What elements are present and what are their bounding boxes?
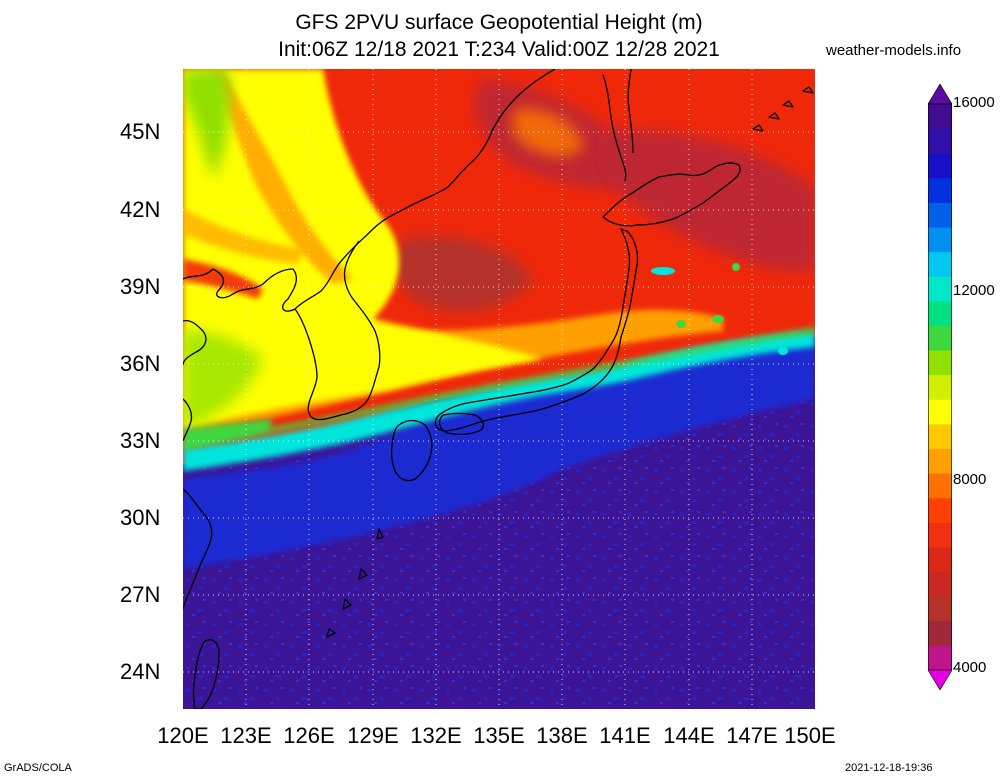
- colorbar-label-16000: 16000: [953, 94, 995, 111]
- footer-software: GrADS/COLA: [4, 762, 72, 774]
- colorbar-segment: [928, 399, 952, 425]
- colorbar-segment: [928, 276, 952, 302]
- field-orange-stripe-2: [183, 209, 303, 264]
- colorbar-canvas: [928, 84, 952, 690]
- lat-label-45n: 45N: [120, 119, 161, 144]
- field-dark-red-east: [605, 129, 815, 271]
- map-title: GFS 2PVU surface Geopotential Height (m): [295, 11, 703, 34]
- colorbar-segment: [928, 645, 952, 671]
- field-cyan-spot-4: [732, 263, 740, 271]
- colorbar-segment: [928, 423, 952, 450]
- field-cyan-spot-3: [712, 315, 724, 323]
- colorbar-label-8000: 8000: [953, 471, 987, 488]
- field-cyan-spot-1: [651, 267, 675, 275]
- lat-label-27n: 27N: [120, 582, 161, 607]
- colorbar-segment: [928, 177, 952, 203]
- lon-label-129e: 129E: [347, 723, 399, 748]
- colorbar-segment: [928, 473, 952, 499]
- colorbar-segment: [928, 596, 952, 622]
- field-yellow: [183, 69, 543, 429]
- colorbar-segment: [928, 497, 952, 523]
- colorbar-max-triangle: [928, 84, 952, 105]
- colorbar: [928, 84, 952, 690]
- lat-label-24n: 24N: [120, 659, 161, 684]
- colorbar-segment: [928, 522, 952, 548]
- colorbar-segment: [928, 202, 952, 228]
- field-green-edge: [183, 327, 815, 449]
- colorbar-min-triangle: [928, 669, 952, 690]
- lon-label-147e: 147E: [726, 723, 778, 748]
- lon-label-138e: 138E: [536, 723, 588, 748]
- colorbar-segment: [928, 251, 952, 277]
- colorbar-segment: [928, 227, 952, 253]
- field-cyan-band: [183, 331, 815, 471]
- lon-label-120e: 120E: [157, 723, 209, 748]
- field-green-west: [183, 69, 230, 179]
- colorbar-label-12000: 12000: [953, 282, 995, 299]
- lat-label-33n: 33N: [120, 428, 161, 453]
- field-orange-stripe-1: [208, 69, 353, 284]
- lat-label-30n: 30N: [120, 505, 161, 530]
- lon-label-150e: 150E: [784, 723, 836, 748]
- lon-label-135e: 135E: [473, 723, 525, 748]
- colorbar-segment: [928, 325, 952, 351]
- field-cyan-spot-2: [676, 320, 686, 328]
- field-dark-red-center: [392, 236, 533, 311]
- field-green-southwest: [183, 329, 263, 429]
- field-cyan-spot-5: [778, 347, 788, 355]
- lat-label-39n: 39N: [120, 274, 161, 299]
- graticule: [183, 69, 815, 709]
- colorbar-segment: [928, 300, 952, 326]
- lon-label-126e: 126E: [283, 723, 335, 748]
- colorbar-segment: [928, 153, 952, 179]
- footer-timestamp: 2021-12-18-19:36: [845, 762, 933, 774]
- colorbar-segment: [928, 571, 952, 597]
- source-site: weather-models.info: [826, 42, 962, 59]
- lat-label-36n: 36N: [120, 351, 161, 376]
- field-blue-band: [183, 337, 815, 569]
- colorbar-segment: [928, 546, 952, 573]
- lon-label-144e: 144E: [663, 723, 715, 748]
- lat-label-42n: 42N: [120, 197, 161, 222]
- colorbar-segment: [928, 350, 952, 376]
- colorbar-segment: [928, 104, 952, 130]
- lon-label-141e: 141E: [599, 723, 651, 748]
- map-canvas: [183, 69, 815, 709]
- colorbar-segment: [928, 128, 952, 154]
- geopotential-map: [183, 69, 815, 709]
- lon-label-132e: 132E: [410, 723, 462, 748]
- colorbar-segment: [928, 448, 952, 474]
- colorbar-label-4000: 4000: [953, 659, 987, 676]
- colorbar-segment: [928, 620, 952, 646]
- colorbar-segment: [928, 374, 952, 400]
- map-subtitle: Init:06Z 12/18 2021 T:234 Valid:00Z 12/2…: [278, 38, 720, 61]
- lon-label-123e: 123E: [220, 723, 272, 748]
- colorbar-outline: [928, 103, 952, 671]
- coastlines: [183, 69, 814, 709]
